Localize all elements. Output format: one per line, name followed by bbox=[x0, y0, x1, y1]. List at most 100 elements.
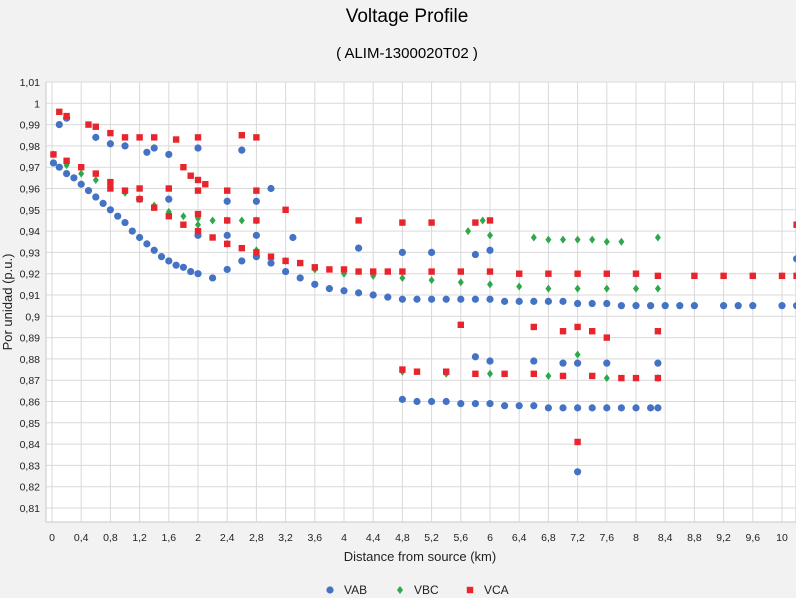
point-vca bbox=[632, 374, 640, 382]
point-vca bbox=[194, 227, 202, 235]
point-vab bbox=[369, 291, 377, 299]
point-vab bbox=[442, 397, 450, 406]
point-vab bbox=[654, 404, 662, 412]
x-tick-label: 2,4 bbox=[220, 532, 235, 544]
point-vab bbox=[574, 299, 582, 308]
point-vca bbox=[121, 187, 129, 194]
point-vca bbox=[559, 328, 567, 335]
point-vbc bbox=[457, 278, 464, 287]
point-vab bbox=[355, 289, 363, 297]
point-vca bbox=[56, 108, 63, 116]
point-vca bbox=[589, 328, 596, 335]
point-vca bbox=[574, 438, 581, 446]
point-vab bbox=[128, 227, 136, 235]
point-vab bbox=[398, 295, 406, 303]
legend-marker-vbc bbox=[397, 586, 403, 594]
point-vbc bbox=[654, 284, 661, 293]
point-vbc bbox=[545, 235, 552, 244]
point-vca bbox=[136, 185, 143, 192]
point-vbc bbox=[479, 216, 486, 225]
y-tick-label: 1,01 bbox=[20, 77, 41, 89]
x-tick-label: 1,6 bbox=[161, 532, 176, 544]
point-vca bbox=[457, 321, 464, 329]
legend-marker-vab bbox=[326, 586, 334, 594]
point-vab bbox=[92, 193, 100, 201]
point-vab bbox=[106, 206, 114, 214]
x-tick-label: 7,2 bbox=[570, 532, 585, 544]
point-vab bbox=[501, 297, 509, 305]
point-vbc bbox=[465, 227, 472, 236]
point-vca bbox=[399, 268, 406, 275]
point-vca bbox=[224, 217, 231, 224]
point-vca bbox=[136, 134, 143, 141]
y-tick-label: 0,98 bbox=[20, 141, 41, 153]
point-vbc bbox=[180, 212, 187, 221]
point-vbc bbox=[574, 284, 581, 293]
point-vab bbox=[457, 295, 465, 303]
y-axis-label: Por unidad (p.u.) bbox=[0, 254, 15, 351]
x-tick-label: 3,6 bbox=[307, 532, 322, 544]
point-vbc bbox=[603, 284, 610, 293]
point-vca bbox=[63, 112, 70, 120]
y-tick-label: 0,82 bbox=[20, 482, 41, 494]
point-vab bbox=[92, 133, 100, 141]
point-vab bbox=[165, 257, 173, 265]
legend-label-vca: VCA bbox=[484, 583, 509, 597]
x-tick-label: 8,4 bbox=[658, 532, 673, 544]
point-vbc bbox=[560, 235, 566, 244]
point-vbc bbox=[195, 220, 201, 229]
point-vab bbox=[223, 197, 231, 205]
point-vca bbox=[136, 195, 143, 203]
point-vab bbox=[749, 302, 757, 310]
point-vab bbox=[194, 144, 202, 152]
y-tick-label: 0,84 bbox=[20, 439, 41, 451]
y-tick-label: 0,95 bbox=[20, 205, 41, 217]
point-vbc bbox=[238, 216, 245, 225]
legend-label-vab: VAB bbox=[344, 583, 367, 597]
point-vca bbox=[238, 132, 245, 139]
point-vab bbox=[617, 302, 626, 310]
y-tick-label: 0,99 bbox=[20, 120, 41, 132]
point-vbc bbox=[487, 280, 493, 289]
point-vab bbox=[209, 274, 217, 282]
point-vca bbox=[654, 374, 662, 382]
point-vca bbox=[107, 185, 114, 192]
point-vca bbox=[603, 334, 610, 341]
point-vbc bbox=[209, 216, 216, 225]
point-vca bbox=[574, 270, 581, 277]
point-vab bbox=[238, 257, 246, 265]
point-vbc bbox=[633, 284, 639, 293]
point-vca bbox=[202, 181, 209, 188]
point-vca bbox=[180, 221, 187, 228]
point-vbc bbox=[618, 237, 625, 246]
y-tick-label: 0,92 bbox=[20, 269, 41, 281]
point-vbc bbox=[603, 237, 610, 246]
point-vca bbox=[472, 219, 479, 226]
point-vbc bbox=[487, 231, 493, 240]
point-vab bbox=[574, 359, 582, 367]
point-vca bbox=[654, 328, 662, 335]
y-tick-label: 0,85 bbox=[20, 418, 41, 430]
point-vca bbox=[793, 221, 796, 228]
data-points bbox=[49, 108, 796, 476]
point-vca bbox=[151, 134, 158, 141]
point-vca bbox=[180, 164, 187, 171]
point-vab bbox=[654, 359, 662, 367]
series-vab bbox=[49, 114, 796, 476]
point-vab bbox=[165, 150, 173, 159]
x-tick-label: 4,4 bbox=[366, 532, 381, 544]
point-vab bbox=[515, 402, 523, 410]
point-vca bbox=[92, 123, 99, 130]
point-vab bbox=[267, 184, 275, 193]
y-tick-label: 0,97 bbox=[20, 162, 41, 174]
x-tick-label: 2,8 bbox=[249, 532, 264, 544]
point-vca bbox=[340, 266, 348, 273]
point-vab bbox=[136, 233, 144, 242]
x-tick-label: 4,8 bbox=[395, 532, 410, 544]
x-tick-label: 8 bbox=[633, 532, 639, 544]
x-tick-label: 10 bbox=[776, 532, 788, 544]
point-vab bbox=[325, 285, 333, 293]
point-vab bbox=[544, 297, 553, 305]
point-vab bbox=[143, 148, 151, 156]
point-vca bbox=[297, 259, 304, 267]
